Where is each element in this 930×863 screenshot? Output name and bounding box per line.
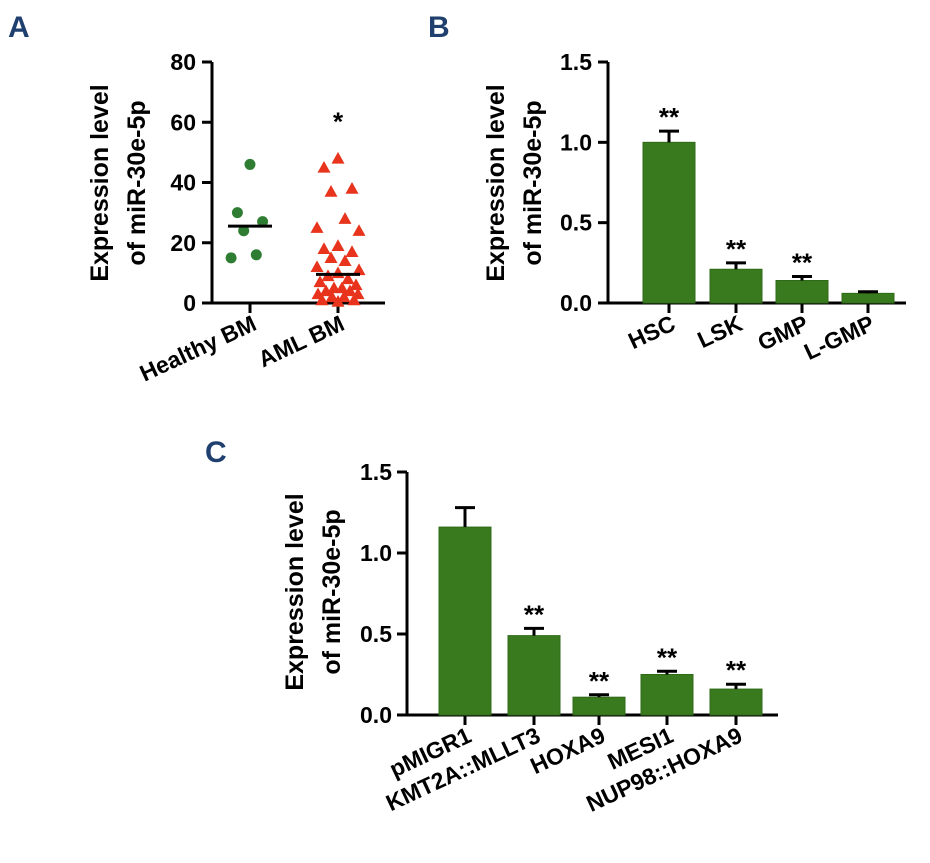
bar-pc (640, 674, 694, 716)
x-tick-label-pa: Healthy BM (136, 310, 261, 386)
data-point-aml-bm (317, 160, 331, 173)
panel-label-b: B (428, 11, 450, 44)
y-axis-title-b-line1: Expression level (482, 84, 510, 281)
bar-pb (841, 292, 895, 304)
data-point-aml-bm (335, 281, 349, 294)
data-point-aml-bm (337, 290, 351, 303)
panel-b: B Expression level of miR-30e-5p 0.0 0.5 1… (428, 11, 906, 365)
data-point-aml-bm (341, 272, 355, 285)
data-point-aml-bm (315, 293, 329, 306)
significance-label-pc: ** (524, 599, 545, 629)
data-point-aml-bm (343, 284, 357, 297)
significance-label-pc: ** (589, 666, 610, 696)
x-tick-label-pc: HOXA9 (526, 722, 609, 779)
data-point-aml-bm (352, 224, 366, 236)
data-point-aml-bm (325, 290, 339, 303)
data-point-aml-bm (331, 266, 345, 279)
panel-label-c: C (205, 436, 227, 469)
axes-c: 0.00.51.01.5pMIGR1KMT2A::MLLT3HOXA9MESI1… (360, 459, 778, 817)
data-point-aml-bm (313, 275, 327, 288)
marks-b: ** ** ** (642, 102, 895, 304)
y-tick-label-pa: 80 (170, 49, 196, 75)
data-point-aml-bm (310, 221, 324, 233)
y-tick-label-pc: 1.0 (360, 540, 392, 566)
data-point-healthy-bm (231, 207, 243, 219)
data-point-aml-bm (349, 278, 363, 291)
bar-pc (507, 635, 561, 716)
y-axis-title-a-line2: of miR-30e-5p (123, 100, 151, 265)
marks-a: * (225, 106, 366, 307)
y-axis-title-a-line1: Expression level (86, 84, 114, 281)
significance-label-pc: ** (726, 655, 747, 685)
y-tick-label-pb: 1.5 (560, 49, 592, 75)
y-tick-label-pa: 20 (170, 230, 196, 256)
panel-c: C Expression level of miR-30e-5p 0.0 0.5 1… (205, 436, 778, 817)
data-point-healthy-bm (225, 252, 237, 264)
significance-label-pc: ** (657, 642, 678, 672)
data-point-aml-bm (331, 239, 345, 251)
data-point-aml-bm (331, 294, 345, 307)
data-point-aml-bm (331, 151, 345, 164)
data-point-aml-bm (324, 185, 338, 197)
data-point-aml-bm (345, 182, 359, 194)
data-point-aml-bm (347, 293, 361, 306)
data-point-aml-bm (324, 251, 338, 264)
bar-pc (572, 696, 626, 716)
y-tick-label-pb: 1.0 (560, 129, 592, 155)
significance-label-pb: ** (726, 234, 747, 264)
data-point-aml-bm (319, 284, 333, 297)
bar-pc (438, 526, 492, 716)
y-axis-title-b-line2: of miR-30e-5p (519, 100, 547, 265)
panel-label-a: A (8, 11, 30, 44)
bar-pb (642, 141, 696, 304)
bar-pb (709, 268, 763, 304)
y-tick-label-pc: 0.5 (360, 621, 392, 647)
y-tick-label-pa: 60 (170, 109, 196, 135)
data-point-healthy-bm (257, 216, 269, 228)
y-tick-label-pa: 40 (170, 170, 196, 196)
data-point-healthy-bm (244, 158, 256, 170)
y-tick-label-pb: 0.0 (560, 290, 592, 316)
y-tick-label-pa: 0 (183, 290, 196, 316)
data-point-aml-bm (338, 254, 352, 267)
y-axis-title-c-line2: of miR-30e-5p (318, 509, 346, 674)
x-tick-label-pb: LSK (693, 310, 746, 353)
bar-pc (709, 688, 763, 716)
x-tick-label-pa: AML BM (254, 310, 348, 372)
bar-pb (775, 280, 829, 304)
data-point-healthy-bm (238, 225, 250, 237)
significance-label-pb: ** (659, 102, 680, 132)
marks-c: ** ** ** ** (438, 506, 763, 716)
y-tick-label-pc: 0.0 (360, 702, 392, 728)
y-tick-label-pc: 1.5 (360, 459, 392, 485)
significance-label-pb: ** (792, 247, 813, 277)
data-point-aml-bm (338, 212, 352, 224)
data-point-healthy-bm (250, 249, 262, 261)
significance-label-pa: * (333, 106, 344, 136)
y-tick-label-pb: 0.5 (560, 210, 592, 236)
data-point-aml-bm (345, 245, 359, 257)
data-point-aml-bm (317, 242, 331, 254)
x-tick-label-pb: HSC (624, 310, 679, 354)
y-axis-title-c-line1: Expression level (281, 493, 309, 690)
x-tick-label-pb: L-GMP (800, 310, 878, 365)
data-point-aml-bm (310, 260, 324, 273)
panel-a: A Expression level of miR-30e-5p 0 20 40 60… (8, 11, 385, 386)
data-point-aml-bm (352, 263, 366, 276)
